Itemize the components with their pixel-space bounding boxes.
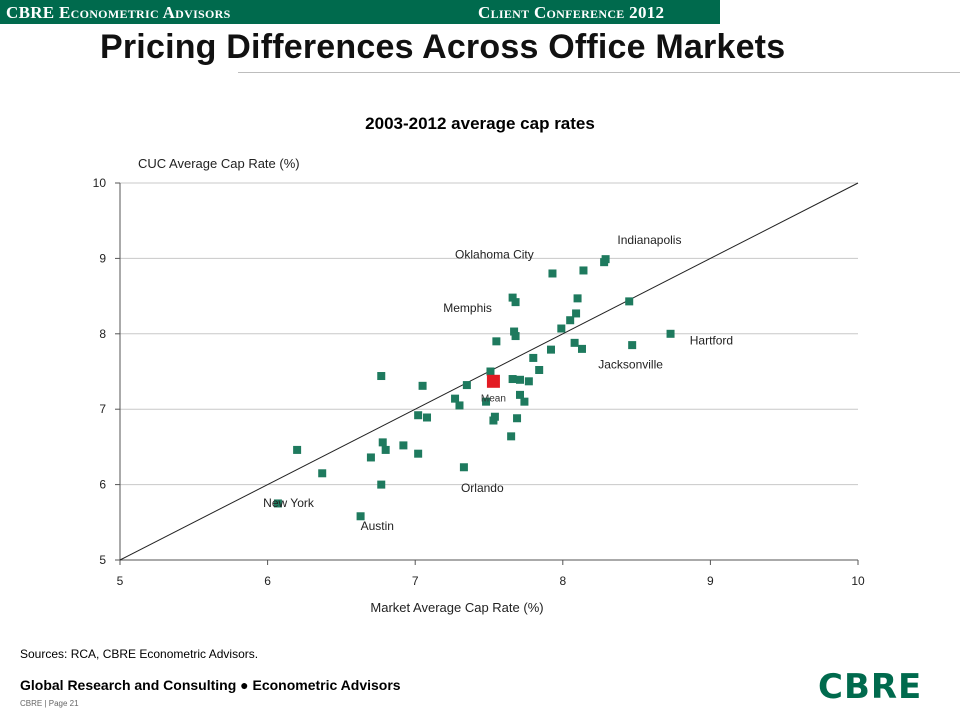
- market-label: Oklahoma City: [455, 247, 534, 261]
- market-label: Austin: [361, 519, 394, 533]
- data-point: [515, 390, 524, 399]
- x-tick-label: 7: [412, 574, 419, 588]
- y-tick-label: 10: [93, 176, 107, 190]
- page-number: CBRE | Page 21: [20, 699, 79, 708]
- scatter-chart: CUC Average Cap Rate (%) Market Average …: [93, 156, 865, 615]
- data-point: [318, 469, 327, 478]
- data-point: [546, 345, 555, 354]
- data-point: [625, 297, 634, 306]
- data-point: [293, 445, 302, 454]
- data-point: [529, 353, 538, 362]
- data-point: [366, 453, 375, 462]
- data-point: [377, 480, 386, 489]
- market-label: New York: [263, 496, 315, 510]
- y-tick-label: 8: [99, 327, 106, 341]
- title-divider: [238, 72, 960, 73]
- data-point: [490, 412, 499, 421]
- data-point: [451, 394, 460, 403]
- data-point: [381, 445, 390, 454]
- y-tick-label: 9: [99, 251, 106, 265]
- data-point: [513, 414, 522, 423]
- data-point: [377, 372, 386, 381]
- y-tick-label: 6: [99, 478, 106, 492]
- data-point: [511, 332, 520, 341]
- data-point: [486, 367, 495, 376]
- data-point: [414, 411, 423, 420]
- x-tick-label: 10: [851, 574, 865, 588]
- data-point: [423, 413, 432, 422]
- x-axis-label: Market Average Cap Rate (%): [370, 600, 543, 615]
- x-tick-label: 8: [559, 574, 566, 588]
- data-point: [510, 327, 519, 336]
- x-tick-label: 6: [264, 574, 271, 588]
- data-point: [572, 309, 581, 318]
- data-point: [515, 375, 524, 384]
- sources-note: Sources: RCA, CBRE Econometric Advisors.: [20, 647, 259, 661]
- data-point: [418, 381, 427, 390]
- data-point: [511, 298, 520, 307]
- data-point: [459, 463, 468, 472]
- data-point: [601, 255, 610, 264]
- y-tick-label: 7: [99, 402, 106, 416]
- market-label: Orlando: [461, 481, 504, 495]
- data-point: [628, 341, 637, 350]
- chart-title: 2003-2012 average cap rates: [365, 114, 595, 133]
- data-point: [524, 377, 533, 386]
- y-axis-label: CUC Average Cap Rate (%): [138, 156, 300, 171]
- header-bar: CBRE Econometric Advisors Client Confere…: [0, 0, 720, 24]
- data-point: [577, 344, 586, 353]
- data-point: [356, 512, 365, 521]
- footer-org: Global Research and Consulting ● Econome…: [20, 677, 401, 693]
- data-point: [455, 401, 464, 410]
- data-point: [508, 375, 517, 384]
- slide-title: Pricing Differences Across Office Market…: [100, 28, 786, 66]
- data-point: [492, 337, 501, 346]
- data-point: [548, 269, 557, 278]
- data-point: [573, 294, 582, 303]
- data-point: [462, 381, 471, 390]
- data-point: [566, 316, 575, 325]
- data-point: [507, 432, 516, 441]
- mean-label: Mean: [481, 393, 506, 404]
- x-tick-label: 9: [707, 574, 714, 588]
- cbre-logo: CBRE: [818, 667, 923, 707]
- data-point: [557, 324, 566, 333]
- mean-point: [486, 374, 500, 388]
- data-point: [666, 329, 675, 338]
- data-point: [520, 397, 529, 406]
- data-point: [414, 449, 423, 458]
- market-label: Hartford: [690, 333, 733, 347]
- market-label: Indianapolis: [617, 233, 681, 247]
- data-point: [399, 441, 408, 450]
- market-label: Jacksonville: [598, 357, 663, 371]
- y-tick-label: 5: [99, 553, 106, 567]
- x-tick-label: 5: [117, 574, 124, 588]
- data-point: [579, 266, 588, 275]
- data-point: [508, 293, 517, 302]
- data-point: [273, 499, 282, 508]
- data-point: [482, 397, 491, 406]
- header-right-text: Client Conference 2012: [478, 3, 665, 22]
- header-left-text: CBRE Econometric Advisors: [6, 3, 231, 22]
- market-label: Memphis: [443, 301, 492, 315]
- data-point: [378, 438, 387, 447]
- data-point: [570, 338, 579, 347]
- data-point: [535, 365, 544, 374]
